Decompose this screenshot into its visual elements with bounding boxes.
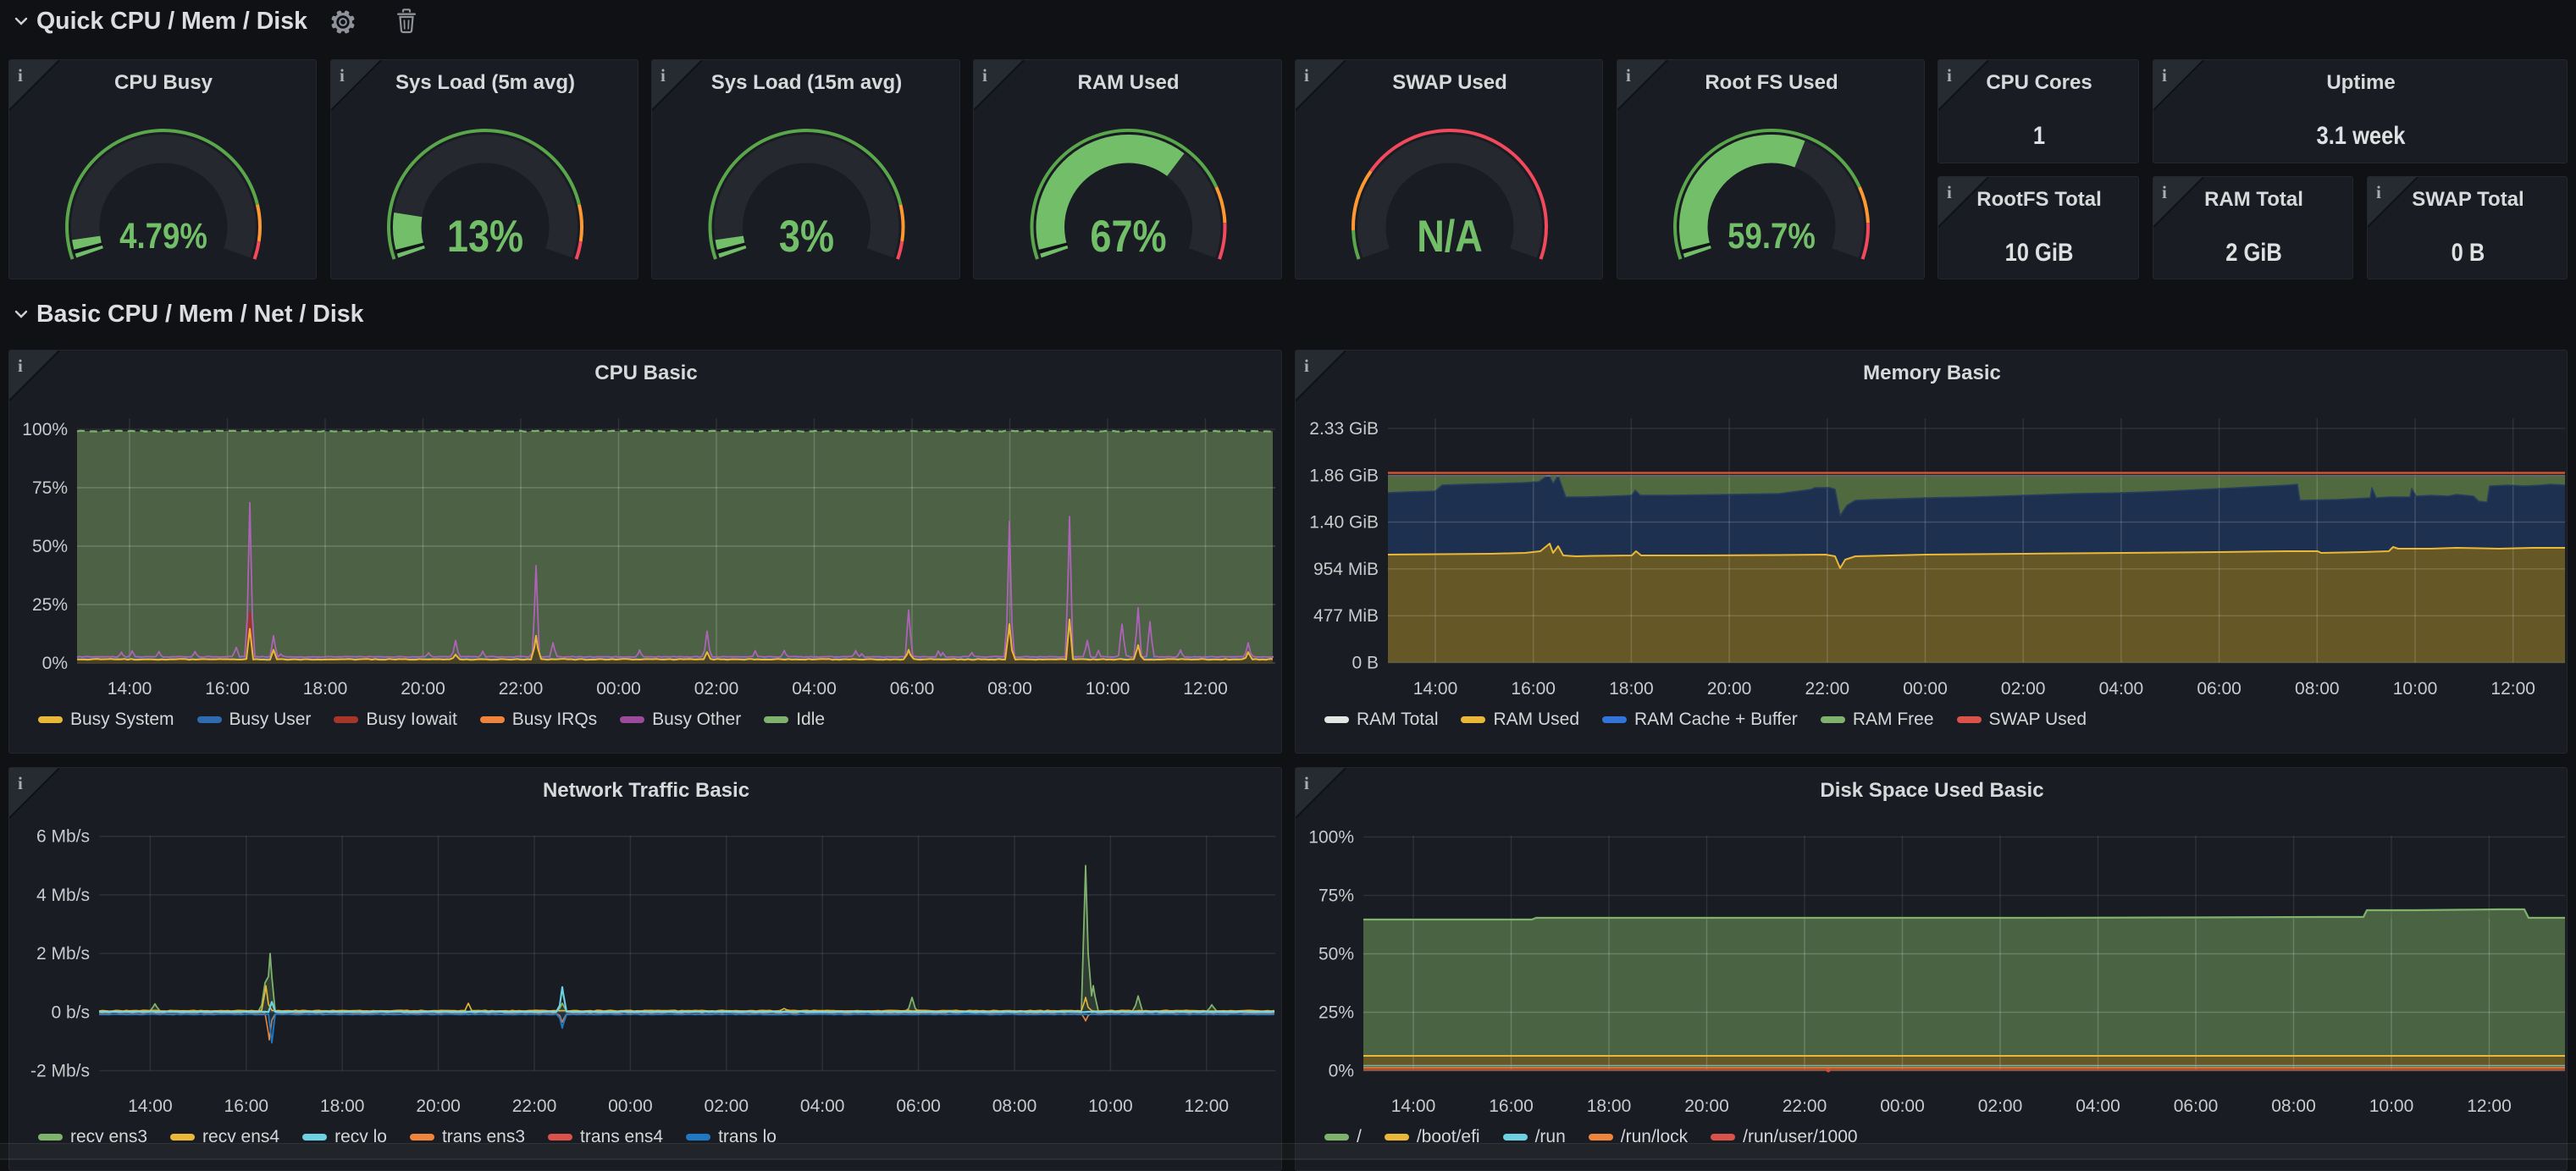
svg-text:14:00: 14:00 <box>128 1096 173 1116</box>
svg-text:25%: 25% <box>1318 1003 1354 1023</box>
svg-text:18:00: 18:00 <box>320 1096 365 1116</box>
svg-text:18:00: 18:00 <box>303 679 348 699</box>
svg-text:50%: 50% <box>32 537 68 556</box>
svg-text:0%: 0% <box>42 654 68 673</box>
svg-text:954 MiB: 954 MiB <box>1313 560 1379 579</box>
svg-text:16:00: 16:00 <box>1489 1096 1534 1116</box>
svg-text:02:00: 02:00 <box>694 679 739 699</box>
svg-text:08:00: 08:00 <box>2295 679 2340 699</box>
svg-text:06:00: 06:00 <box>2174 1096 2219 1116</box>
svg-text:6 Mb/s: 6 Mb/s <box>36 827 90 847</box>
svg-text:00:00: 00:00 <box>596 679 641 699</box>
svg-text:75%: 75% <box>32 478 68 498</box>
svg-text:50%: 50% <box>1318 945 1354 964</box>
svg-text:0%: 0% <box>1329 1062 1354 1081</box>
svg-text:22:00: 22:00 <box>499 679 544 699</box>
svg-text:00:00: 00:00 <box>608 1096 653 1116</box>
svg-text:10:00: 10:00 <box>1088 1096 1133 1116</box>
svg-text:04:00: 04:00 <box>800 1096 845 1116</box>
svg-text:477 MiB: 477 MiB <box>1313 606 1379 626</box>
svg-text:2.33 GiB: 2.33 GiB <box>1309 419 1379 439</box>
svg-text:06:00: 06:00 <box>890 679 935 699</box>
svg-text:08:00: 08:00 <box>987 679 1032 699</box>
svg-text:04:00: 04:00 <box>792 679 837 699</box>
svg-text:04:00: 04:00 <box>2076 1096 2120 1116</box>
svg-text:12:00: 12:00 <box>2467 1096 2512 1116</box>
svg-text:10:00: 10:00 <box>2393 679 2438 699</box>
svg-text:12:00: 12:00 <box>1185 1096 1230 1116</box>
svg-text:00:00: 00:00 <box>1903 679 1948 699</box>
svg-text:08:00: 08:00 <box>2271 1096 2316 1116</box>
svg-text:14:00: 14:00 <box>1413 679 1458 699</box>
svg-text:06:00: 06:00 <box>2197 679 2242 699</box>
svg-text:02:00: 02:00 <box>2001 679 2046 699</box>
svg-text:08:00: 08:00 <box>992 1096 1037 1116</box>
svg-text:-2 Mb/s: -2 Mb/s <box>30 1062 90 1081</box>
svg-text:75%: 75% <box>1318 887 1354 906</box>
svg-text:4 Mb/s: 4 Mb/s <box>36 886 90 905</box>
svg-text:16:00: 16:00 <box>224 1096 269 1116</box>
svg-text:22:00: 22:00 <box>1805 679 1850 699</box>
svg-text:14:00: 14:00 <box>108 679 152 699</box>
svg-text:18:00: 18:00 <box>1587 1096 1632 1116</box>
svg-text:06:00: 06:00 <box>896 1096 941 1116</box>
svg-text:02:00: 02:00 <box>705 1096 749 1116</box>
svg-text:22:00: 22:00 <box>512 1096 557 1116</box>
svg-text:20:00: 20:00 <box>416 1096 461 1116</box>
svg-text:1.86 GiB: 1.86 GiB <box>1309 466 1379 485</box>
svg-text:20:00: 20:00 <box>1684 1096 1729 1116</box>
svg-text:16:00: 16:00 <box>205 679 250 699</box>
svg-text:04:00: 04:00 <box>2099 679 2144 699</box>
svg-text:0 B: 0 B <box>1352 654 1379 673</box>
svg-text:14:00: 14:00 <box>1391 1096 1436 1116</box>
svg-text:1.40 GiB: 1.40 GiB <box>1309 513 1379 533</box>
svg-text:2 Mb/s: 2 Mb/s <box>36 944 90 964</box>
svg-text:12:00: 12:00 <box>1183 679 1228 699</box>
svg-text:00:00: 00:00 <box>1880 1096 1925 1116</box>
svg-text:100%: 100% <box>1308 828 1354 848</box>
svg-text:100%: 100% <box>22 420 68 439</box>
svg-text:25%: 25% <box>32 595 68 615</box>
svg-text:16:00: 16:00 <box>1511 679 1556 699</box>
svg-text:0 b/s: 0 b/s <box>51 1003 90 1022</box>
svg-text:02:00: 02:00 <box>1978 1096 2023 1116</box>
svg-text:22:00: 22:00 <box>1783 1096 1827 1116</box>
svg-text:10:00: 10:00 <box>2369 1096 2414 1116</box>
svg-text:20:00: 20:00 <box>401 679 445 699</box>
svg-text:18:00: 18:00 <box>1609 679 1654 699</box>
svg-text:20:00: 20:00 <box>1707 679 1752 699</box>
svg-text:12:00: 12:00 <box>2490 679 2535 699</box>
svg-text:10:00: 10:00 <box>1086 679 1130 699</box>
